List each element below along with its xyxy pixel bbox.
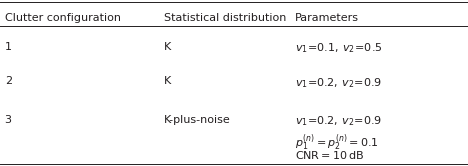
Text: 3: 3	[5, 115, 12, 124]
Text: 1: 1	[5, 42, 12, 51]
Text: K: K	[164, 76, 171, 86]
Text: Clutter configuration: Clutter configuration	[5, 13, 121, 23]
Text: Statistical distribution: Statistical distribution	[164, 13, 286, 23]
Text: $\mathit{p}_1^{(n)} = \mathit{p}_2^{(n)} = 0.1$: $\mathit{p}_1^{(n)} = \mathit{p}_2^{(n)}…	[295, 132, 379, 153]
Text: $\mathit{v}_1\!=\!0.1,\, \mathit{v}_2\!=\!0.5$: $\mathit{v}_1\!=\!0.1,\, \mathit{v}_2\!=…	[295, 42, 382, 55]
Text: $\mathrm{CNR} = 10\,\mathrm{dB}$: $\mathrm{CNR} = 10\,\mathrm{dB}$	[295, 149, 364, 161]
Text: $\mathit{v}_1\!=\!0.2,\, \mathit{v}_2\!=\!0.9$: $\mathit{v}_1\!=\!0.2,\, \mathit{v}_2\!=…	[295, 76, 382, 90]
Text: $\mathit{v}_1\!=\!0.2,\, \mathit{v}_2\!=\!0.9$: $\mathit{v}_1\!=\!0.2,\, \mathit{v}_2\!=…	[295, 115, 382, 128]
Text: K: K	[164, 42, 171, 51]
Text: K-plus-noise: K-plus-noise	[164, 115, 231, 124]
Text: 2: 2	[5, 76, 12, 86]
Text: Parameters: Parameters	[295, 13, 359, 23]
